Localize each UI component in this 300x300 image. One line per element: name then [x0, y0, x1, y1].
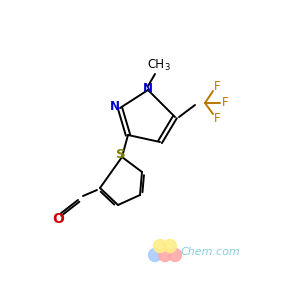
Text: F: F — [214, 80, 220, 94]
Circle shape — [164, 239, 176, 253]
Circle shape — [154, 239, 166, 253]
Text: N: N — [110, 100, 120, 113]
Text: CH: CH — [148, 58, 164, 70]
Text: S: S — [116, 148, 126, 161]
Text: Chem.com: Chem.com — [180, 247, 240, 257]
Text: N: N — [143, 82, 153, 95]
Circle shape — [158, 248, 172, 262]
Text: F: F — [214, 112, 220, 124]
Circle shape — [169, 248, 182, 262]
Text: 3: 3 — [164, 62, 170, 71]
Circle shape — [148, 248, 161, 262]
Text: O: O — [52, 212, 64, 226]
Text: F: F — [222, 95, 228, 109]
